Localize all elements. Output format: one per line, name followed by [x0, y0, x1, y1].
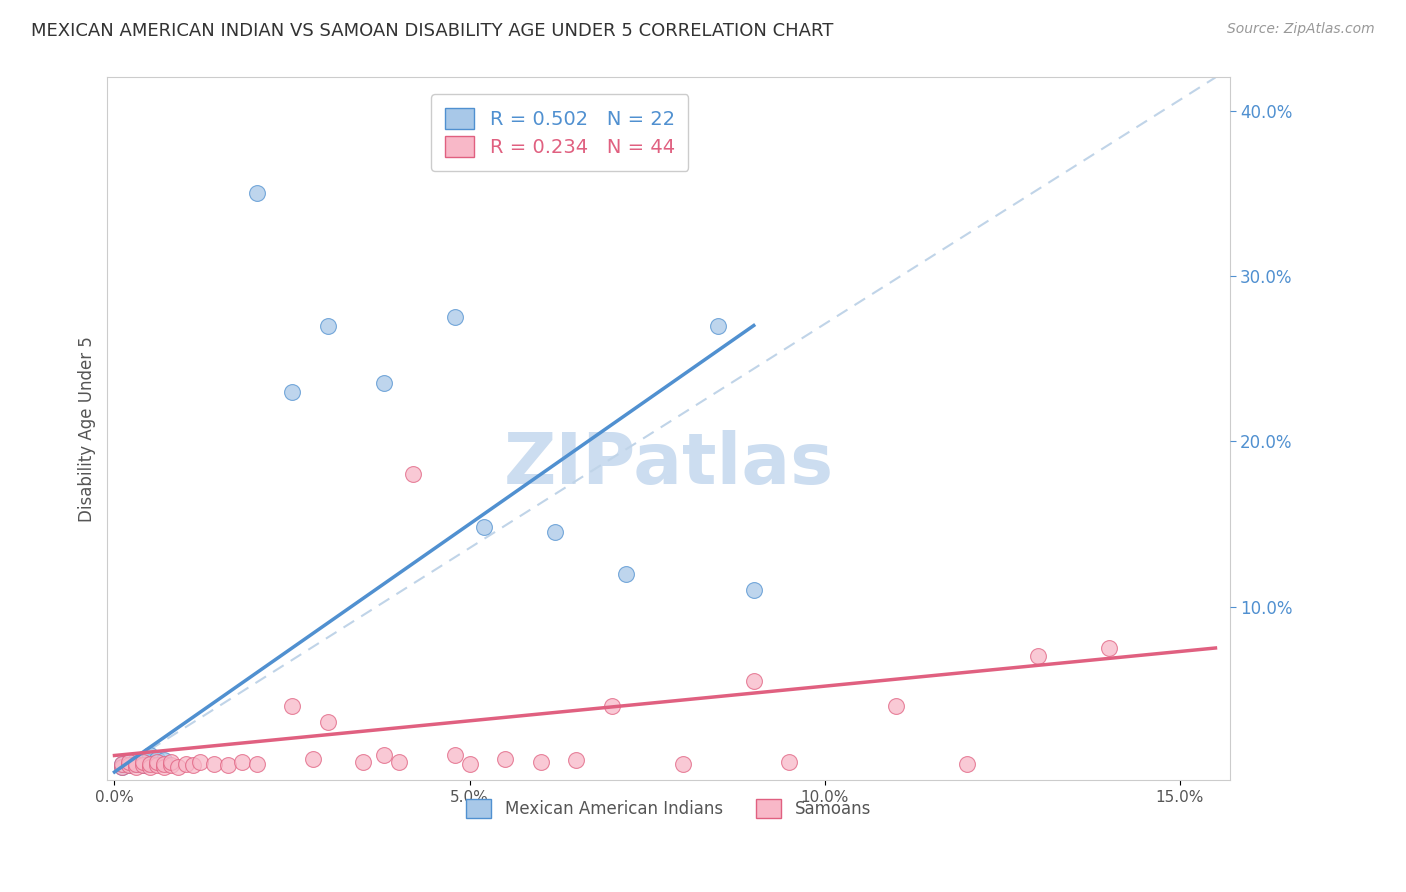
Point	[600, 698, 623, 713]
Point	[1026, 649, 1049, 664]
Point	[316, 318, 339, 333]
Point	[188, 755, 211, 769]
Point	[707, 318, 730, 333]
Point	[444, 748, 467, 763]
Point	[402, 467, 425, 482]
Point	[110, 756, 132, 771]
Point	[132, 755, 155, 769]
Point	[1098, 640, 1121, 655]
Point	[778, 755, 800, 769]
Point	[373, 376, 395, 391]
Point	[125, 756, 148, 771]
Point	[160, 758, 183, 772]
Point	[132, 758, 155, 772]
Point	[110, 756, 132, 771]
Point	[245, 756, 267, 771]
Point	[139, 755, 162, 769]
Point	[125, 760, 148, 774]
Point	[672, 756, 695, 771]
Point	[139, 748, 162, 763]
Point	[118, 755, 141, 769]
Point	[160, 755, 183, 769]
Point	[118, 755, 141, 769]
Legend: Mexican American Indians, Samoans: Mexican American Indians, Samoans	[460, 793, 877, 825]
Point	[167, 760, 190, 774]
Point	[458, 756, 481, 771]
Point	[884, 698, 907, 713]
Text: Source: ZipAtlas.com: Source: ZipAtlas.com	[1227, 22, 1375, 37]
Point	[132, 752, 155, 766]
Point	[956, 756, 979, 771]
Point	[530, 755, 553, 769]
Point	[181, 758, 204, 772]
Point	[494, 752, 516, 766]
Point	[742, 674, 765, 689]
Point	[118, 758, 141, 772]
Point	[472, 520, 495, 534]
Point	[132, 758, 155, 772]
Point	[174, 756, 197, 771]
Point	[316, 715, 339, 730]
Point	[146, 752, 169, 766]
Point	[153, 760, 176, 774]
Point	[388, 755, 411, 769]
Point	[281, 384, 304, 399]
Point	[281, 698, 304, 713]
Point	[153, 754, 176, 768]
Point	[125, 754, 148, 768]
Point	[118, 758, 141, 772]
Point	[139, 756, 162, 771]
Point	[544, 525, 567, 540]
Point	[352, 755, 374, 769]
Point	[110, 760, 132, 774]
Point	[146, 755, 169, 769]
Point	[231, 755, 253, 769]
Point	[146, 758, 169, 772]
Point	[302, 752, 325, 766]
Point	[614, 566, 637, 581]
Text: MEXICAN AMERICAN INDIAN VS SAMOAN DISABILITY AGE UNDER 5 CORRELATION CHART: MEXICAN AMERICAN INDIAN VS SAMOAN DISABI…	[31, 22, 834, 40]
Point	[444, 310, 467, 325]
Point	[245, 186, 267, 201]
Text: ZIPatlas: ZIPatlas	[503, 430, 834, 499]
Point	[153, 756, 176, 771]
Point	[373, 748, 395, 763]
Point	[125, 756, 148, 771]
Point	[742, 583, 765, 598]
Point	[217, 758, 239, 772]
Point	[110, 760, 132, 774]
Point	[202, 756, 225, 771]
Y-axis label: Disability Age Under 5: Disability Age Under 5	[79, 336, 96, 522]
Point	[139, 760, 162, 774]
Point	[565, 754, 588, 768]
